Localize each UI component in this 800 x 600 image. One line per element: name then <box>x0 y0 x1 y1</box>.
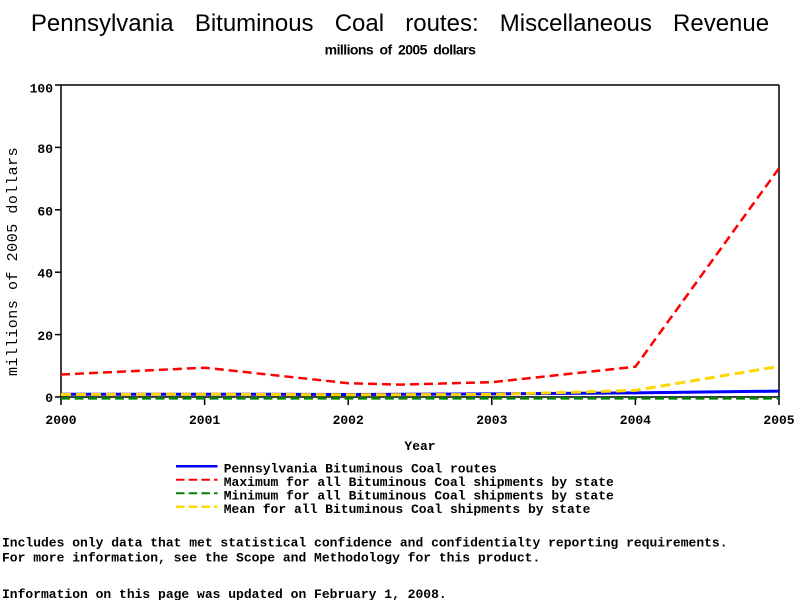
svg-text:Pennsylvania Bituminous Coal r: Pennsylvania Bituminous Coal routes <box>224 461 497 476</box>
svg-text:2003: 2003 <box>476 413 507 428</box>
svg-text:20: 20 <box>37 329 53 344</box>
svg-text:0: 0 <box>45 391 53 406</box>
svg-text:2002: 2002 <box>333 413 364 428</box>
svg-text:Maximum for all Bituminous Coa: Maximum for all Bituminous Coal shipment… <box>224 475 614 490</box>
svg-text:40: 40 <box>37 267 53 282</box>
svg-text:Pennsylvania Bituminous Coal r: Pennsylvania Bituminous Coal routes: Mis… <box>31 10 769 37</box>
svg-text:Mean for all Bituminous Coal s: Mean for all Bituminous Coal shipments b… <box>224 502 591 517</box>
svg-text:Year: Year <box>404 439 435 454</box>
svg-text:millions of 2005 dollars: millions of 2005 dollars <box>325 42 476 58</box>
svg-text:2005: 2005 <box>763 413 794 428</box>
svg-text:2000: 2000 <box>45 413 76 428</box>
svg-text:Includes only data that met st: Includes only data that met statistical … <box>2 536 728 551</box>
svg-text:For more information, see the: For more information, see the Scope and … <box>2 551 540 566</box>
svg-text:Minimum for all Bituminous Coa: Minimum for all Bituminous Coal shipment… <box>224 488 614 503</box>
svg-text:2004: 2004 <box>620 413 651 428</box>
svg-text:millions of 2005 dollars: millions of 2005 dollars <box>5 147 22 376</box>
svg-text:2001: 2001 <box>189 413 220 428</box>
svg-text:60: 60 <box>37 204 53 219</box>
svg-text:80: 80 <box>37 142 53 157</box>
svg-text:100: 100 <box>30 81 54 96</box>
svg-text:Information on this page was u: Information on this page was updated on … <box>2 587 447 600</box>
